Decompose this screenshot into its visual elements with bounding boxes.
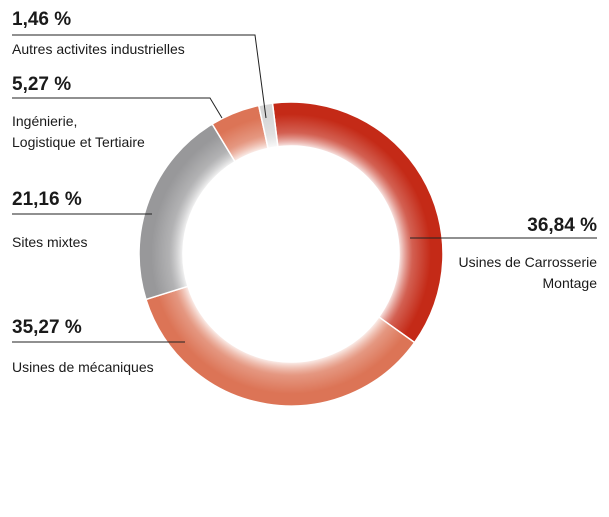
value-label: 5,27 % — [12, 74, 71, 95]
value-label: 35,27 % — [12, 317, 82, 338]
leader-line — [12, 34, 267, 119]
slice — [138, 122, 237, 301]
value-label: 1,46 % — [12, 9, 71, 30]
category-label: Sites mixtes — [12, 234, 87, 250]
category-label: Ingénierie, Logistique et Tertiaire — [12, 113, 145, 150]
slice — [145, 285, 416, 407]
slice — [271, 101, 444, 344]
slice — [257, 102, 279, 150]
category-label: Usines de Carrosserie Montage — [459, 254, 598, 291]
leader-line — [12, 97, 223, 119]
category-label: Usines de mécaniques — [12, 359, 154, 375]
value-label: 36,84 % — [527, 215, 597, 236]
value-label: 21,16 % — [12, 189, 82, 210]
category-label: Autres activites industrielles — [12, 41, 185, 57]
